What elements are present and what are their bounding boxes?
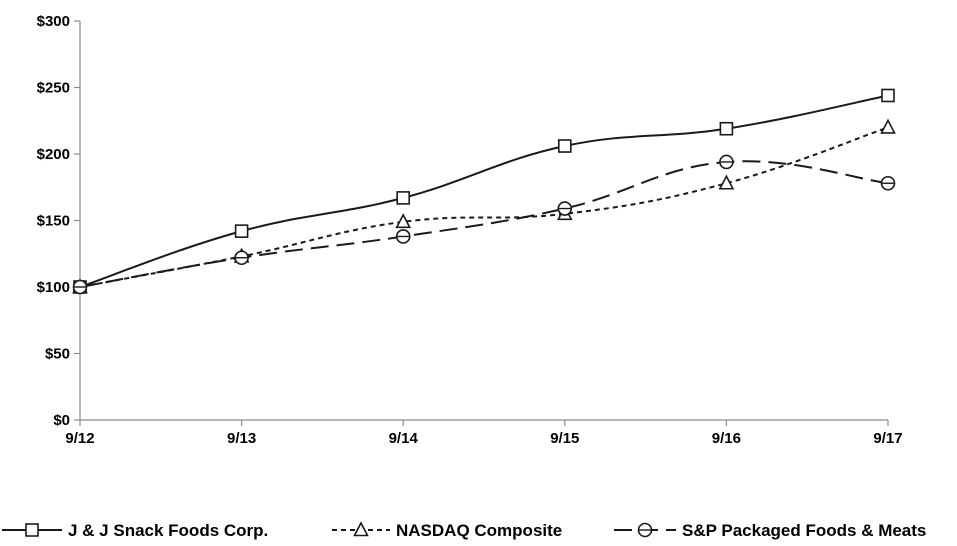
x-tick-label: 9/12	[65, 430, 94, 447]
square-marker	[557, 139, 572, 153]
legend: J & J Snack Foods Corp. NASDAQ Composite S…	[2, 521, 926, 540]
legend-label: NASDAQ Composite	[396, 521, 562, 540]
series-layer	[72, 88, 896, 295]
legend-label: S&P Packaged Foods & Meats	[682, 521, 926, 540]
x-tick-label: 9/14	[389, 430, 419, 447]
y-tick-label: $0	[53, 412, 70, 429]
legend-item: NASDAQ Composite	[332, 521, 562, 540]
square-marker	[396, 191, 411, 205]
triangle-marker	[395, 213, 412, 229]
y-tick-label: $150	[37, 213, 70, 230]
y-tick-label: $50	[45, 346, 70, 363]
square-marker	[881, 88, 895, 103]
y-tick-label: $250	[37, 80, 70, 97]
square-marker	[234, 224, 249, 238]
triangle-marker	[718, 174, 735, 190]
square-marker	[719, 121, 734, 136]
y-tick-label: $100	[37, 279, 70, 296]
series-line	[79, 126, 889, 288]
series-triangle	[72, 118, 896, 294]
triangle-marker-legend	[353, 521, 369, 537]
legend-item: S&P Packaged Foods & Meats	[614, 521, 926, 540]
series-square	[73, 88, 895, 294]
legend-item: J & J Snack Foods Corp.	[2, 521, 268, 540]
square-marker-legend	[25, 523, 39, 537]
x-axis: 9/12 9/13 9/14 9/15 9/16 9/17	[65, 419, 903, 447]
y-axis: $0 $50 $100 $150 $200 $250 $300	[37, 13, 81, 429]
x-tick-label: 9/16	[712, 430, 741, 447]
y-tick-label: $300	[37, 13, 70, 30]
series-line	[79, 160, 889, 288]
triangle-marker	[880, 118, 896, 134]
series-circle	[72, 154, 896, 295]
x-tick-label: 9/17	[873, 430, 902, 447]
x-tick-label: 9/13	[227, 430, 256, 447]
x-tick-label: 9/15	[550, 430, 579, 447]
y-tick-label: $200	[37, 146, 70, 163]
series-line	[79, 94, 889, 288]
legend-label: J & J Snack Foods Corp.	[68, 521, 268, 540]
